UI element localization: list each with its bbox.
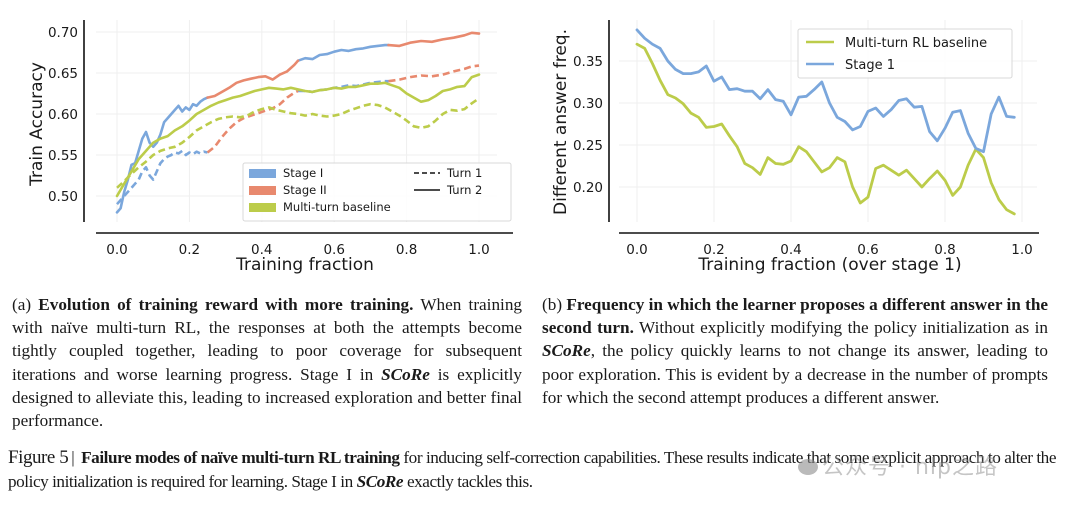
y-tick-label: 0.20 [573,180,603,196]
series-line-multi-turn-baseline-turn-1 [116,97,480,189]
series-line-stage-ii-turn-1 [206,89,299,154]
y-tick-label: 0.35 [573,54,603,70]
series-layer [115,31,481,214]
y-tick-label: 0.50 [48,189,78,205]
x-tick-label: 0.4 [780,242,801,258]
x-tick-label: 0.0 [626,242,647,258]
legend-label-turn-1: Turn 1 [446,166,482,180]
subcaption-a: (a) Evolution of training reward with mo… [12,293,522,432]
subcaption-a-text: When training with naïve multi-turn RL, … [12,295,523,384]
x-tick-label: 0.2 [703,242,724,258]
subcaption-a-text-end: is explicitly designed to alleviate this… [12,364,523,431]
method-name: SCoRe [356,472,404,491]
figure-caption-text-end: exactly tackles this. [406,472,533,491]
series-layer [635,28,1016,216]
legend-swatch-stage-i [249,169,276,178]
subcaption-a-title: Evolution of training reward with more t… [38,295,414,314]
figure-caption-text: for inducing self-correction capabilitie… [8,448,1057,491]
legend-label-stage-ii: Stage II [283,183,327,197]
x-tick-label: 0.8 [934,242,955,258]
figure-caption: Figure 5 | Failure modes of naïve multi-t… [8,446,1070,494]
y-axis-label: Different answer freq. [551,29,571,215]
x-tick-label: 0.8 [396,242,417,258]
legend-label-stage-i: Stage I [283,166,323,180]
x-axis-label: Training fraction (over stage 1) [697,255,961,275]
y-ticks: 0.20 0.25 0.30 0.35 [573,54,603,196]
x-tick-label: 0.4 [251,242,272,258]
y-tick-label: 0.30 [573,96,603,112]
legend-frame [242,162,512,222]
legend-label-multi-turn-baseline: Multi-turn baseline [283,200,391,214]
y-tick-label: 0.70 [48,25,78,41]
legend-label-turn-2: Turn 2 [446,183,482,197]
x-axis-label: Training fraction [235,255,374,275]
subcaption-b: (b) Frequency in which the learner propo… [542,293,1048,409]
series-line-stage-ii-turn-2-continued [387,31,481,48]
y-ticks: 0.50 0.55 0.60 0.65 0.70 [48,25,78,205]
x-ticks: 0.0 0.2 0.4 0.6 0.8 1.0 [106,242,489,258]
series-line-multi-turn-baseline-turn-2 [115,73,481,198]
x-tick-label: 1.0 [468,242,489,258]
legend-frame [797,28,1013,79]
subcaption-a-label: (a) [12,295,32,314]
x-tick-label: 0.2 [179,242,200,258]
x-tick-label: 0.0 [106,242,127,258]
figure-title: Failure modes of naïve multi-turn RL tra… [81,448,400,467]
subcaption-b-text-end: , the policy quickly learns to not chang… [542,341,1048,407]
series-line-multi-turn-rl-baseline [635,42,1016,216]
series-line-stage-1 [635,28,1016,154]
y-axis-label: Train Accuracy [27,62,47,187]
series-line-stage-ii-turn-2 [206,59,300,99]
series-line-stage-i-turn-2-continued [296,43,390,63]
y-tick-label: 0.25 [573,138,603,154]
series-line-stage-ii-turn-1-continued [388,64,480,83]
x-tick-label: 0.6 [323,242,344,258]
subcaption-b-title: Frequency in which the learner proposes … [542,295,1049,338]
y-tick-label: 0.60 [48,107,78,123]
y-tick-label: 0.55 [48,148,78,164]
series-line-stage-i-turn-2 [115,96,209,214]
subcaption-b-text: Without explicitly modifying the policy … [639,318,1048,338]
x-tick-label: 1.0 [1011,242,1032,258]
legend-label-multi-turn-rl-baseline: Multi-turn RL baseline [845,36,987,51]
series-line-stage-i-turn-1 [116,149,208,206]
y-tick-label: 0.65 [48,66,78,82]
figure-separator: | [71,448,75,467]
legend-label-stage-1: Stage 1 [845,58,895,73]
legend-swatch-stage-ii [249,186,276,195]
chart-training-accuracy: 0.0 0.2 0.4 0.6 0.8 1.0 0.500.550.600.650.70 … [27,20,513,275]
legend: Stage I Stage II Multi-turn baseline Tur… [242,162,512,222]
figure-label: Figure 5 [8,447,69,468]
legend-swatch-multi-turn-baseline [249,203,276,212]
method-name: SCoRe [381,364,430,384]
subcaption-b-label: (b) [542,295,563,314]
method-name: SCoRe [542,341,591,361]
legend: Multi-turn RL baseline Stage 1 [797,28,1013,79]
x-tick-label: 0.6 [857,242,878,258]
x-ticks: 0.0 0.2 0.4 0.6 0.8 1.0 [626,242,1032,258]
chart-different-answer-frequency: 0.0 0.2 0.4 0.6 0.8 1.0 0.20 0.25 0.30 0.35 Trai… [551,20,1039,275]
